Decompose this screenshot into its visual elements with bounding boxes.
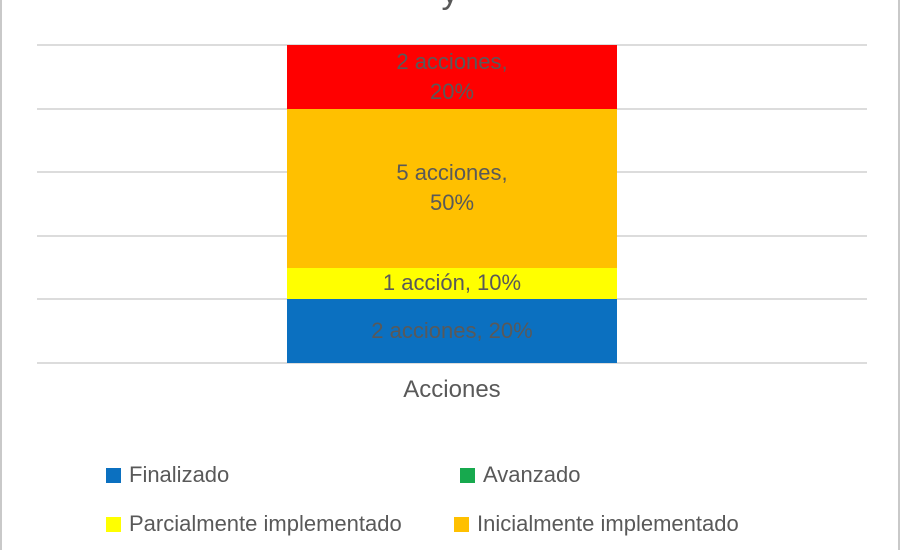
bar-segment-finalizado: 2 acciones, 20% [287,299,617,363]
x-axis-label: Acciones [403,376,501,403]
legend-item-parcialmente-implementado: Parcialmente implementado [106,511,402,537]
legend-label-inicialmente-implementado: Inicialmente implementado [477,511,739,536]
gridline-0pct [37,362,867,364]
legend-label-finalizado: Finalizado [129,462,230,487]
bar-segment-inicialmente-implementado: 5 acciones, 50% [287,108,617,268]
legend-swatch-green-icon [460,467,475,483]
data-label-orange-line1: 5 acciones, [396,160,508,186]
data-label-orange-line2: 50% [429,190,475,216]
legend-swatch-yellow-icon [106,516,121,532]
bar-segment-red: 2 acciones, 20% [287,45,617,109]
legend-swatch-blue-icon [106,467,121,483]
legend-item-finalizado: Finalizado [106,462,229,488]
data-label-red-line1: 2 acciones, [396,48,508,74]
legend-item-avanzado: Avanzado [460,462,580,488]
bar-segment-parcialmente-implementado: 1 acción, 10% [287,267,617,300]
chart-title-fragment: y [400,0,500,12]
data-label-red-line2: 20% [429,78,475,104]
data-label-yellow: 1 acción, 10% [382,270,522,296]
legend-swatch-orange-icon [454,516,469,532]
legend-label-parcialmente-implementado: Parcialmente implementado [129,511,402,536]
legend-item-inicialmente-implementado: Inicialmente implementado [454,511,739,537]
stacked-bar: 2 acciones, 20% 5 acciones, 50% 1 acción… [287,45,617,363]
legend-label-avanzado: Avanzado [483,462,581,487]
chart-title-text: y [400,0,500,12]
data-label-blue: 2 acciones, 20% [371,318,533,344]
